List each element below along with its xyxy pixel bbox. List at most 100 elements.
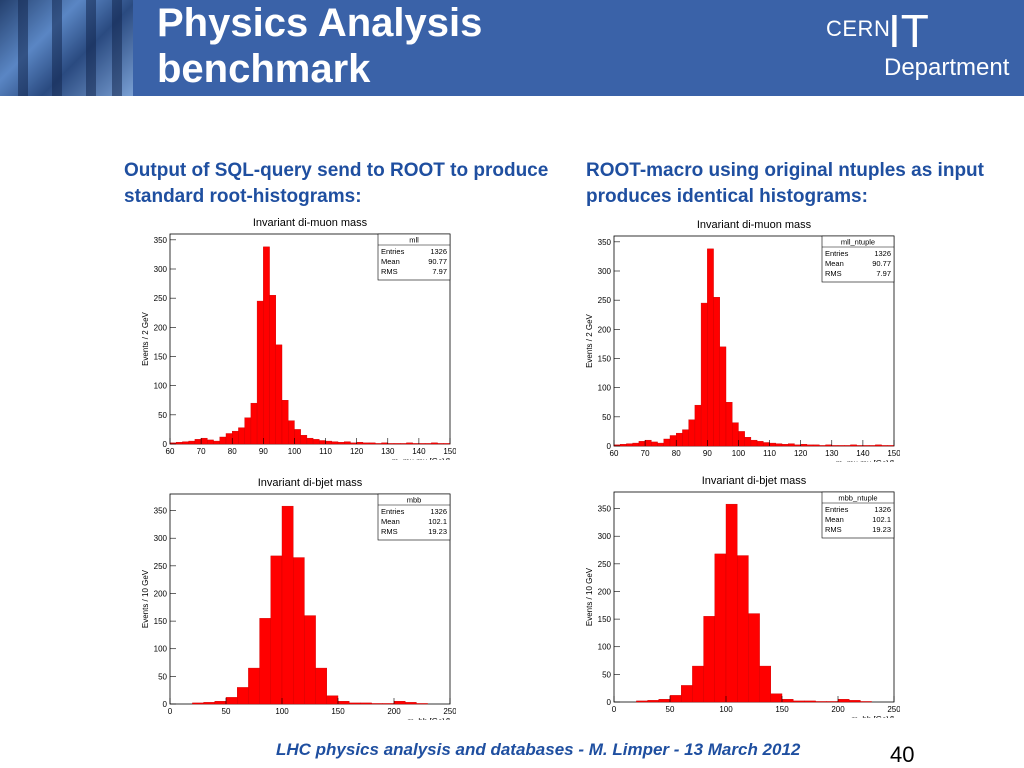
x-tick-label: 120 [794, 449, 808, 458]
histogram-bar [292, 557, 305, 705]
histogram-bar [362, 442, 370, 445]
histogram-bar [443, 443, 451, 445]
histogram-bar [788, 443, 795, 447]
stats-value: 1326 [430, 507, 447, 516]
histogram-bar [837, 445, 845, 447]
x-tick-label: 100 [288, 447, 302, 456]
histogram-bar [707, 248, 714, 447]
histogram-bar [207, 439, 214, 445]
histogram-bar [756, 441, 764, 447]
chart-dimuon-sql: Invariant di-muon mass 0 50 100 150 200 250 300… [141, 217, 456, 460]
chart-title: Invariant di-bjet mass [702, 475, 807, 487]
stats-value: 7.97 [876, 269, 891, 278]
histogram-bar [294, 429, 301, 445]
stats-value: 7.97 [432, 267, 447, 276]
histogram-bar [176, 442, 183, 445]
x-tick-label: 120 [350, 447, 364, 456]
histogram-bar [270, 555, 283, 705]
histogram-bar [875, 444, 882, 447]
histogram-bar [744, 437, 752, 447]
histogram-bar [387, 443, 395, 445]
stats-label: Entries [825, 505, 849, 514]
x-axis-label: m_mu mu [GeV] [836, 459, 894, 462]
slide-title-line2: benchmark [157, 47, 371, 91]
y-tick-label: 100 [598, 384, 612, 393]
y-tick-label: 200 [598, 587, 612, 596]
stats-value: 1326 [874, 249, 891, 258]
histogram-bar [626, 443, 633, 447]
stats-box [377, 493, 451, 541]
x-tick-label: 70 [197, 447, 206, 456]
histogram-bar [703, 616, 715, 703]
x-axis-label: m_bb [GeV] [851, 715, 894, 718]
chart-title: Invariant di-muon mass [253, 217, 368, 229]
histogram-bar [304, 615, 316, 705]
y-tick-label: 350 [154, 507, 168, 516]
histogram-bar [800, 444, 808, 447]
y-tick-label: 350 [598, 238, 612, 247]
histogram-bar [331, 441, 339, 445]
histogram-bar [405, 702, 417, 705]
histogram-bar [632, 442, 640, 447]
histogram-bar [194, 439, 202, 445]
y-tick-label: 350 [598, 505, 612, 514]
y-tick-label: 200 [154, 323, 168, 332]
y-axis-label: Events / 10 GeV [141, 569, 150, 628]
histogram-bar [368, 442, 376, 445]
histogram-bar [225, 433, 233, 445]
caption-left: Output of SQL-query send to ROOT to prod… [124, 160, 549, 207]
footer-text: LHC physics analysis and databases - M. … [276, 740, 801, 759]
x-tick-label: 130 [381, 447, 395, 456]
stats-box [377, 233, 451, 281]
histogram-bar [815, 701, 828, 703]
histogram-bar [371, 703, 384, 705]
histogram-bar [831, 445, 839, 447]
histogram-bar [356, 442, 364, 445]
slide-title: Physics Analysis benchmark [157, 0, 657, 92]
y-tick-label: 300 [598, 532, 612, 541]
y-tick-label: 300 [598, 267, 612, 276]
histogram-bar [337, 701, 350, 705]
x-tick-label: 0 [612, 705, 617, 714]
histogram-bar [856, 445, 864, 447]
histogram-bar [748, 613, 760, 703]
stats-box [821, 235, 895, 283]
histogram-bar [738, 431, 745, 447]
y-tick-label: 50 [602, 413, 611, 422]
histogram-bar [393, 701, 406, 705]
stats-name: mbb [407, 496, 422, 505]
y-axis-label: Events / 10 GeV [585, 567, 594, 626]
x-tick-label: 140 [856, 449, 870, 458]
histogram-bar [269, 295, 276, 445]
histogram-bar [769, 442, 776, 447]
x-tick-label: 90 [259, 447, 268, 456]
stats-value: 102.1 [428, 517, 447, 526]
y-tick-label: 300 [154, 534, 168, 543]
x-tick-label: 100 [732, 449, 746, 458]
histogram-bar [806, 444, 814, 447]
chart-dibjet-sql: Invariant di-bjet mass 0 50 100 150 200 250 300… [141, 477, 456, 720]
histogram-bar [400, 443, 407, 445]
histogram-bar [244, 417, 252, 445]
x-tick-label: 130 [825, 449, 839, 458]
histogram-bar [203, 702, 215, 705]
histogram-bar [794, 444, 801, 447]
stats-name: mll [409, 236, 419, 245]
histogram-bar [849, 700, 861, 703]
y-tick-label: 0 [607, 698, 612, 707]
stats-value: 19.23 [872, 525, 891, 534]
chart-dibjet-ntuple: Invariant di-bjet mass 0 50 100 150 200 250 300… [585, 475, 900, 718]
y-tick-label: 0 [163, 700, 168, 709]
x-tick-label: 150 [775, 705, 789, 714]
histogram-bar [725, 402, 733, 447]
y-tick-label: 100 [154, 645, 168, 654]
stats-label: Entries [825, 249, 849, 258]
x-tick-label: 150 [887, 449, 900, 458]
histogram-bar [781, 444, 789, 447]
histogram-bar [348, 702, 361, 705]
stats-name: mbb_ntuple [838, 494, 877, 503]
histogram-bar [680, 685, 693, 703]
histogram-bar [393, 443, 401, 445]
histogram-bar [412, 443, 420, 445]
histogram-bar [288, 420, 295, 445]
